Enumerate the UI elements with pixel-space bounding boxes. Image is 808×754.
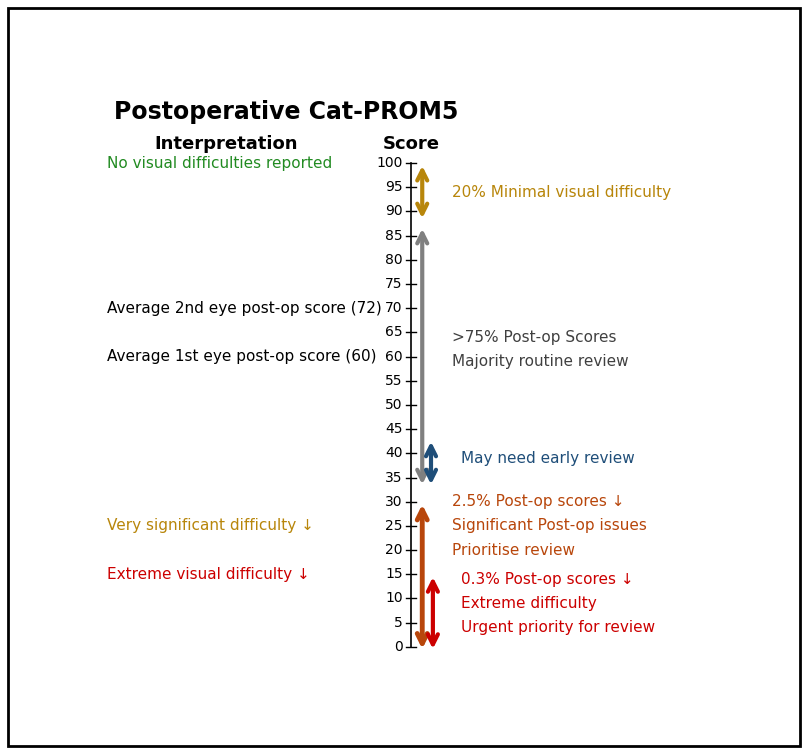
Text: Average 2nd eye post-op score (72): Average 2nd eye post-op score (72) xyxy=(107,301,382,316)
Text: 75: 75 xyxy=(385,277,403,291)
Text: 15: 15 xyxy=(385,567,403,581)
Text: 20: 20 xyxy=(385,543,403,557)
Text: 30: 30 xyxy=(385,495,403,509)
Text: 20% Minimal visual difficulty: 20% Minimal visual difficulty xyxy=(452,185,671,200)
Text: 80: 80 xyxy=(385,253,403,267)
Text: 40: 40 xyxy=(385,446,403,461)
Text: >75% Post-op Scores: >75% Post-op Scores xyxy=(452,329,617,345)
Text: 2.5% Post-op scores ↓: 2.5% Post-op scores ↓ xyxy=(452,494,624,509)
Text: 25: 25 xyxy=(385,519,403,533)
Text: 90: 90 xyxy=(385,204,403,219)
Text: Postoperative Cat-PROM5: Postoperative Cat-PROM5 xyxy=(113,100,458,124)
Text: Extreme visual difficulty ↓: Extreme visual difficulty ↓ xyxy=(107,567,310,582)
Text: Significant Post-op issues: Significant Post-op issues xyxy=(452,519,646,533)
Text: 100: 100 xyxy=(377,156,403,170)
Text: 55: 55 xyxy=(385,374,403,388)
Text: Very significant difficulty ↓: Very significant difficulty ↓ xyxy=(107,519,314,533)
Text: No visual difficulties reported: No visual difficulties reported xyxy=(107,155,333,170)
Text: 0: 0 xyxy=(394,640,403,654)
Text: Prioritise review: Prioritise review xyxy=(452,543,574,558)
Text: Majority routine review: Majority routine review xyxy=(452,354,629,369)
Text: 5: 5 xyxy=(394,616,403,630)
Text: 65: 65 xyxy=(385,326,403,339)
Text: 0.3% Post-op scores ↓: 0.3% Post-op scores ↓ xyxy=(461,572,633,587)
Text: Score: Score xyxy=(382,135,440,153)
Text: 35: 35 xyxy=(385,470,403,485)
Text: 10: 10 xyxy=(385,591,403,605)
Text: 45: 45 xyxy=(385,422,403,436)
Text: May need early review: May need early review xyxy=(461,451,635,466)
Text: Urgent priority for review: Urgent priority for review xyxy=(461,620,655,635)
Text: 95: 95 xyxy=(385,180,403,195)
Text: Average 1st eye post-op score (60): Average 1st eye post-op score (60) xyxy=(107,349,377,364)
Text: 85: 85 xyxy=(385,228,403,243)
Text: 50: 50 xyxy=(385,398,403,412)
Text: 70: 70 xyxy=(385,301,403,315)
Text: 60: 60 xyxy=(385,350,403,363)
Text: Interpretation: Interpretation xyxy=(154,135,298,153)
Text: Extreme difficulty: Extreme difficulty xyxy=(461,596,597,611)
